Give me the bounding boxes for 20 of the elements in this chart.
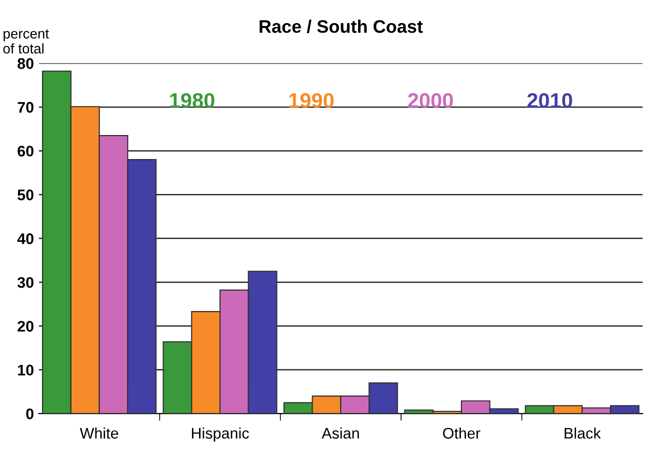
y-tick-label: 40 <box>17 233 34 244</box>
y-axis-title: percent of total <box>3 29 49 54</box>
y-tick-label: 50 <box>18 190 34 200</box>
x-tick-label: Other <box>443 427 480 439</box>
y-tick-label: 70 <box>18 102 34 113</box>
text: 1990 <box>289 93 334 108</box>
y-tick-label: 60 <box>18 146 34 157</box>
y-tick-label: 20 <box>18 320 34 332</box>
text: 1980 <box>170 93 214 108</box>
y-tick-label: 30 <box>17 277 34 288</box>
x-tick-label: Hispanic <box>192 427 249 442</box>
x-tick-label: White <box>80 427 118 439</box>
y-tick-label: 10 <box>18 364 34 376</box>
chart-title: Race / South Coast <box>260 20 423 34</box>
y-tick-label: 80 <box>18 58 34 69</box>
text: 2000 <box>408 93 453 108</box>
x-tick-label: Black <box>564 427 601 439</box>
x-tick-label: Asian <box>322 427 359 439</box>
text: 2010 <box>527 93 572 108</box>
y-tick-label: 0 <box>26 408 34 420</box>
